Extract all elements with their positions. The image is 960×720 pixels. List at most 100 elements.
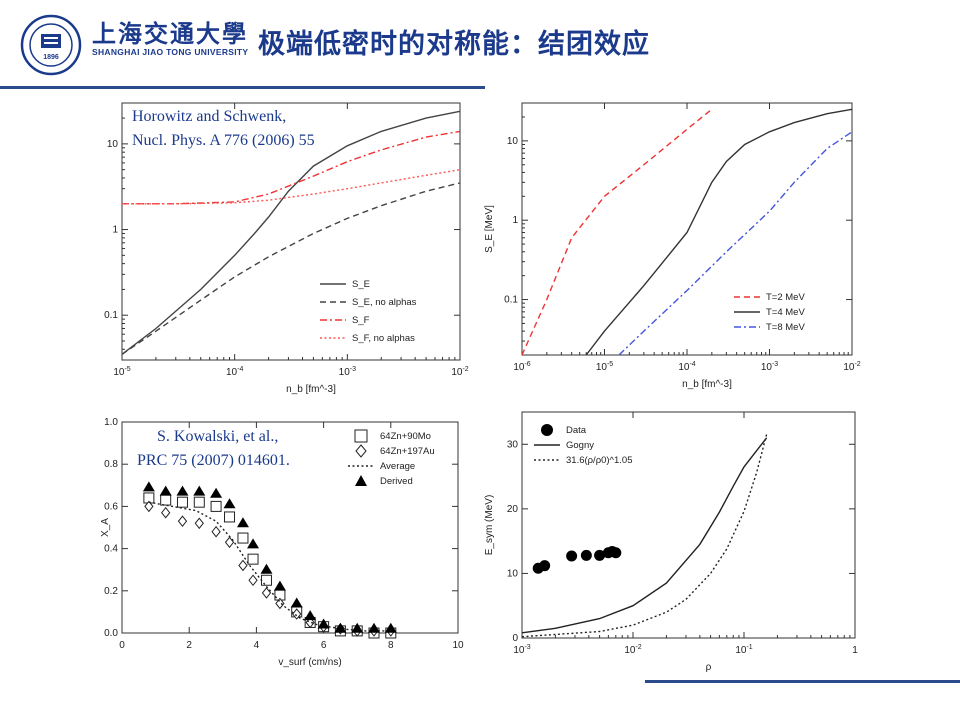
legend-label: 31.6(ρ/ρ0)^1.05 <box>566 455 633 466</box>
data-point-triangle <box>384 622 397 633</box>
y-tick-label: 10 <box>107 139 119 150</box>
series-line <box>521 437 768 634</box>
y-tick-label: 1 <box>112 225 118 236</box>
x-axis-label: n_b [fm^-3] <box>286 384 336 395</box>
x-tick-label: 2 <box>186 640 192 651</box>
logo-chinese-name: 上海交通大學 <box>92 19 248 48</box>
data-point-circle <box>566 550 578 562</box>
x-tick-label: 10-2 <box>451 366 468 378</box>
citation-bottom-left-line2: PRC 75 (2007) 014601. <box>137 452 290 469</box>
university-logo: 1896 <box>18 14 248 76</box>
data-point-diamond <box>211 525 221 538</box>
data-point-diamond <box>161 506 171 519</box>
plot-frame <box>521 411 856 639</box>
x-tick-label: 10-1 <box>735 644 752 656</box>
citation-bottom-left-line1: S. Kowalski, et al., <box>157 428 279 445</box>
data-point-diamond <box>275 597 285 610</box>
x-tick-label: 1 <box>852 645 858 656</box>
x-tick-label: 10-2 <box>843 361 860 373</box>
data-point-square <box>224 511 236 523</box>
data-point-square <box>237 532 249 544</box>
x-tick-label: 10-6 <box>513 361 530 373</box>
data-point-triangle <box>176 485 189 496</box>
legend-label: T=4 MeV <box>766 307 805 318</box>
series-line <box>122 169 461 205</box>
y-tick-label: 0.8 <box>104 459 118 470</box>
data-point-circle <box>610 547 622 559</box>
data-point-triangle <box>351 622 364 633</box>
legend-marker <box>355 475 367 486</box>
legend-label: S_F <box>352 315 370 326</box>
legend-label: Derived <box>380 476 413 487</box>
series-line <box>521 108 713 356</box>
data-point-square <box>260 574 272 586</box>
x-tick-label: 10-5 <box>113 366 130 378</box>
legend-label: S_F, no alphas <box>352 333 415 344</box>
legend-marker <box>541 424 553 436</box>
data-point-diamond <box>144 500 154 513</box>
citation-top-left-line1: Horowitz and Schwenk, <box>132 108 287 125</box>
data-point-triangle <box>290 597 303 608</box>
x-tick-label: 0 <box>119 640 125 651</box>
data-point-diamond <box>248 574 258 587</box>
data-point-triangle <box>210 487 223 498</box>
y-tick-label: 0.2 <box>104 586 118 597</box>
legend-label: S_E <box>352 279 370 290</box>
series-line <box>521 433 768 638</box>
legend-label: 64Zn+90Mo <box>380 431 431 442</box>
x-tick-label: 10-5 <box>596 361 613 373</box>
data-point-square <box>160 494 172 506</box>
data-point-triangle <box>334 622 347 633</box>
data-point-triangle <box>236 517 249 528</box>
y-axis-label: X_A <box>100 518 111 537</box>
x-tick-label: 4 <box>254 640 260 651</box>
footer-divider <box>645 680 960 683</box>
legend-label: 64Zn+197Au <box>380 446 435 457</box>
data-point-circle <box>539 560 551 572</box>
chart-top-right: 10-6 10-5 10-4 10-3 10-2 0.1 1 10 n_b [fm^-3] S_E… <box>484 102 861 390</box>
series-line <box>121 110 461 355</box>
university-seal-icon: 1896 <box>20 14 82 76</box>
y-tick-label: 20 <box>507 504 519 515</box>
series-line <box>148 501 391 632</box>
plot-frame <box>121 421 459 634</box>
legend-label: Gogny <box>566 440 594 451</box>
data-point-triangle <box>317 618 330 629</box>
series-line <box>585 108 853 356</box>
x-tick-label: 10-3 <box>339 366 356 378</box>
data-point-diamond <box>261 587 272 599</box>
y-tick-label: 1.0 <box>104 417 118 428</box>
logo-year: 1896 <box>43 54 59 61</box>
series-line <box>121 182 461 355</box>
data-point-triangle <box>142 481 155 492</box>
data-point-triangle <box>304 610 317 621</box>
data-point-square <box>247 553 259 565</box>
legend-label: Data <box>566 425 587 436</box>
data-point-triangle <box>368 622 380 633</box>
y-tick-label: 30 <box>507 439 519 450</box>
series-line <box>618 131 853 356</box>
y-tick-label: 1 <box>512 215 518 226</box>
x-tick-label: 10-4 <box>226 366 243 378</box>
data-point-diamond <box>224 536 235 549</box>
y-axis-label: E_sym (MeV) <box>484 495 495 556</box>
legend-marker <box>354 429 368 443</box>
data-point-triangle <box>247 538 260 549</box>
x-tick-label: 6 <box>321 640 327 651</box>
data-point-diamond <box>238 559 248 572</box>
x-tick-label: 10 <box>452 640 464 651</box>
data-point-diamond <box>194 517 204 530</box>
y-tick-label: 10 <box>507 568 519 579</box>
header-divider <box>0 86 485 89</box>
y-tick-label: 0.1 <box>504 295 518 306</box>
data-point-circle <box>594 549 606 561</box>
x-axis-label: n_b [fm^-3] <box>682 379 732 390</box>
citation-top-left-line2: Nucl. Phys. A 776 (2006) 55 <box>132 132 315 149</box>
legend-label: T=2 MeV <box>766 292 805 303</box>
logo-english-name: SHANGHAI JIAO TONG UNIVERSITY <box>92 47 249 57</box>
data-point-circle <box>580 549 592 561</box>
page-title: 极端低密时的对称能：结团效应 <box>258 29 650 60</box>
legend-label: T=8 MeV <box>766 322 805 333</box>
